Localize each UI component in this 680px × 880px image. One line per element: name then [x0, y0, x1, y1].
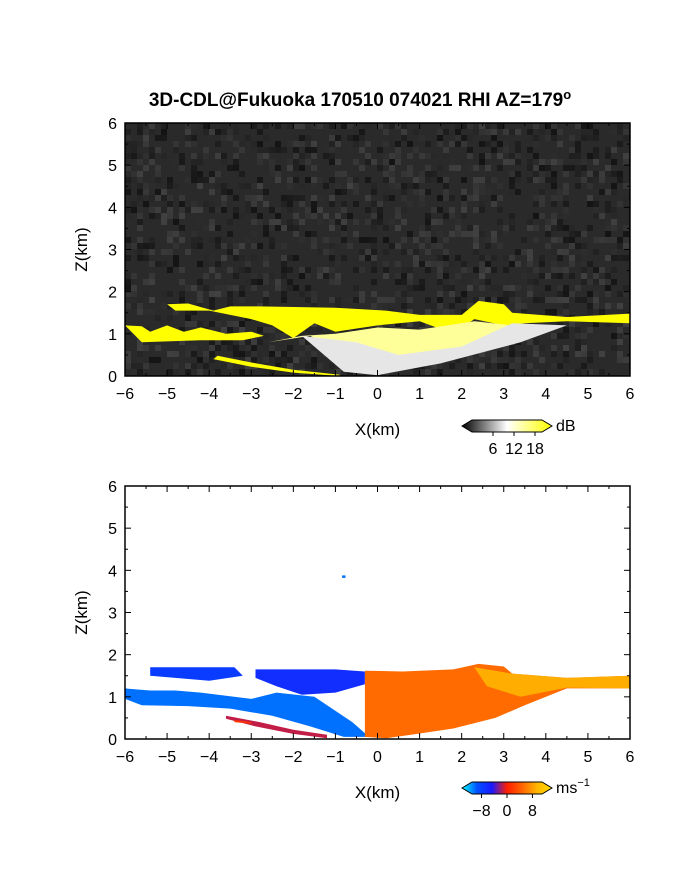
- x-tick-label: −1: [326, 386, 344, 403]
- x-tick-label: −2: [284, 386, 302, 403]
- data-region-4: [234, 720, 252, 724]
- y-tick-label: 6: [108, 116, 117, 133]
- figure-title: 3D-CDL@Fukuoka 170510 074021 RHI AZ=179o: [149, 87, 571, 111]
- data-region-4: [301, 323, 567, 376]
- x-tick-label: −3: [242, 386, 260, 403]
- colorbar-tick-label: −8: [472, 803, 490, 820]
- x-tick-label: −2: [284, 749, 302, 766]
- colorbar-tick-label: 12: [505, 441, 523, 458]
- y-tick-label: 0: [108, 369, 117, 386]
- colorbar-tick-label: 0: [503, 803, 512, 820]
- x-tick-label: 6: [626, 749, 635, 766]
- data-region-7: [342, 575, 346, 578]
- y-axis-label: Z(km): [72, 590, 91, 634]
- x-tick-label: −4: [200, 749, 218, 766]
- x-tick-label: −5: [158, 386, 176, 403]
- x-axis-label: X(km): [355, 783, 400, 802]
- x-tick-label: −4: [200, 386, 218, 403]
- x-tick-label: 5: [583, 749, 592, 766]
- x-tick-label: −6: [116, 386, 134, 403]
- x-tick-label: 2: [457, 386, 466, 403]
- y-tick-label: 5: [108, 521, 117, 538]
- colorbar-ramp: [461, 781, 553, 795]
- y-tick-label: 6: [108, 479, 117, 496]
- y-tick-label: 4: [108, 200, 117, 217]
- colorbar-tick-label: 6: [489, 441, 498, 458]
- data-region-6: [474, 667, 630, 697]
- y-tick-label: 1: [108, 327, 117, 344]
- y-tick-label: 1: [108, 690, 117, 707]
- colorbar: 6 12 18 dB: [461, 418, 576, 458]
- data-region-0: [167, 300, 630, 339]
- data-region-2: [213, 355, 340, 376]
- x-tick-label: 2: [457, 749, 466, 766]
- x-tick-label: −3: [242, 749, 260, 766]
- x-tick-label: 3: [499, 749, 508, 766]
- x-axis-label: X(km): [355, 420, 400, 439]
- x-tick-label: 1: [415, 749, 424, 766]
- x-tick-label: 4: [541, 749, 550, 766]
- data-region-3: [226, 715, 327, 739]
- x-tick-label: 5: [583, 386, 592, 403]
- colorbar-unit: ms−1: [556, 777, 590, 797]
- data-region-2: [125, 688, 370, 737]
- y-tick-label: 0: [108, 732, 117, 749]
- x-tick-label: 6: [626, 386, 635, 403]
- data-region-1: [255, 669, 365, 695]
- data-region-1: [125, 325, 264, 343]
- x-tick-label: 4: [541, 386, 550, 403]
- y-tick-label: 2: [108, 285, 117, 302]
- data-region-3: [268, 321, 513, 374]
- x-tick-label: 1: [415, 386, 424, 403]
- figure-title-superscript: o: [563, 87, 571, 102]
- colorbar-tick-label: 8: [528, 803, 537, 820]
- x-tick-label: 0: [373, 749, 382, 766]
- y-tick-label: 4: [108, 563, 117, 580]
- colorbar-tick-label: 18: [526, 441, 544, 458]
- x-tick-label: −6: [116, 749, 134, 766]
- colorbar: −8 0 8 ms−1: [461, 777, 590, 820]
- y-tick-label: 3: [108, 243, 117, 260]
- y-tick-label: 5: [108, 158, 117, 175]
- y-axis-label: Z(km): [72, 227, 91, 271]
- y-tick-label: 3: [108, 606, 117, 623]
- x-tick-label: 3: [499, 386, 508, 403]
- x-tick-label: 0: [373, 386, 382, 403]
- colorbar-ramp: [461, 419, 553, 433]
- x-tick-label: −5: [158, 749, 176, 766]
- x-tick-label: −1: [326, 749, 344, 766]
- data-region-0: [150, 667, 243, 681]
- y-tick-label: 2: [108, 648, 117, 665]
- colorbar-unit: dB: [556, 418, 576, 435]
